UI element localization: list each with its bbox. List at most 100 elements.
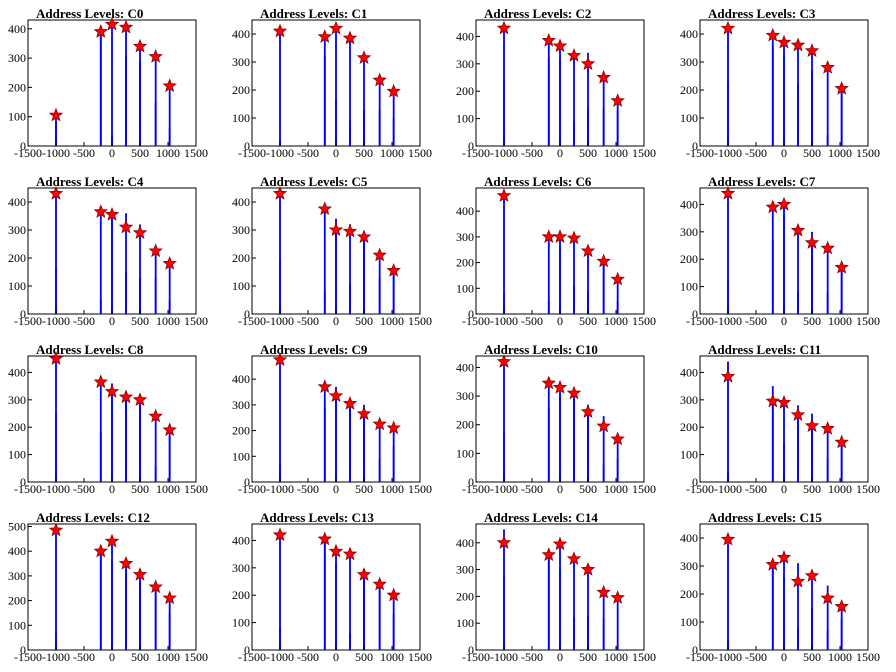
x-tick-label: 500 [355,146,373,160]
x-tick-label: -1000 [714,650,742,664]
y-tick-label: 100 [456,112,474,126]
bar-12 [616,278,619,314]
bar-7 [349,633,351,650]
chart-panel-1: Address Levels: C1 0 100 200 300 400 -1500 -100… [232,6,432,160]
star-marker-1 [317,29,333,43]
star-marker-2 [328,543,344,558]
bar-1 [503,433,505,482]
y-tick-label: 400 [456,204,474,218]
x-tick-label: 0 [781,314,787,328]
star-marker-0 [272,352,288,367]
bar-13 [392,614,395,650]
bar-9 [139,580,141,650]
y-tick-label: 400 [232,533,250,547]
x-tick-label: 0 [109,482,115,496]
y-tick-label: 100 [680,615,698,629]
star-marker-1 [765,27,781,42]
x-tick-label: 1500 [408,650,432,664]
bar-11 [826,457,829,482]
star-marker-1 [93,543,109,558]
x-tick-label: -1500 [686,650,714,664]
star-marker-3 [118,19,134,34]
star-marker-1 [541,547,557,561]
bar-0 [503,195,505,314]
bar-13 [168,435,171,482]
y-tick-label: 0 [20,307,26,321]
star-marker-6 [386,83,401,98]
star-marker-0 [48,185,64,200]
bar-13 [168,300,171,314]
bar-7 [797,84,799,146]
chart-title: Address Levels: C2 [484,6,591,21]
x-tick-label: -1500 [686,314,714,328]
bar-2 [99,377,102,482]
y-tick-label: 200 [8,80,26,94]
star-marker-3 [118,389,134,404]
bar-3 [547,407,550,482]
star-marker-2 [552,229,568,244]
y-tick-label: 300 [8,393,26,407]
bar-5 [783,56,785,146]
y-tick-label: 200 [8,251,26,265]
bar-0 [727,361,729,482]
y-tick-label: 100 [232,449,250,463]
x-tick-label: 1000 [828,482,852,496]
bar-5 [335,562,337,650]
y-tick-label: 300 [8,223,26,237]
bar-9 [363,109,365,146]
star-marker-4 [804,418,820,433]
bar-7 [797,292,799,314]
bar-3 [99,432,102,482]
y-tick-label: 400 [8,544,26,558]
bar-6 [125,213,127,314]
x-tick-label: 1000 [380,482,404,496]
bar-13 [168,612,171,650]
y-tick-label: 300 [680,393,698,407]
bar-5 [783,215,785,314]
bar-9 [139,402,141,482]
x-tick-label: -1000 [714,314,742,328]
y-tick-label: 300 [232,398,250,412]
x-tick-label: -1500 [462,146,490,160]
y-tick-label: 0 [468,307,474,321]
x-tick-label: -500 [745,650,767,664]
bar-7 [125,399,127,482]
y-tick-label: 300 [232,561,250,575]
x-tick-label: 1500 [408,146,432,160]
x-tick-label: 500 [579,146,597,160]
x-tick-label: 500 [579,314,597,328]
x-tick-label: 0 [557,314,563,328]
star-marker-4 [356,567,372,581]
bar-8 [587,249,589,314]
chart-title: Address Levels: C15 [708,510,822,525]
y-tick-label: 100 [8,618,26,632]
star-marker-5 [148,579,163,594]
star-marker-1 [93,204,109,218]
x-tick-label: -500 [73,314,95,328]
y-tick-label: 400 [8,195,26,209]
star-marker-5 [148,408,163,423]
x-tick-label: 1000 [604,650,628,664]
bar-6 [573,55,575,146]
y-tick-label: 300 [232,223,250,237]
bar-13 [616,301,619,314]
chart-panel-15: Address Levels: C15 0 100 200 300 400 -1500 -10… [680,510,880,664]
bar-3 [547,301,550,314]
x-tick-label: 1500 [632,650,656,664]
star-marker-3 [118,219,134,234]
y-tick-label: 100 [680,448,698,462]
chart-title: Address Levels: C7 [708,174,816,189]
x-tick-label: 1000 [604,314,628,328]
star-marker-1 [93,24,109,38]
chart-title: Address Levels: C13 [260,510,374,525]
y-tick-label: 0 [692,307,698,321]
bar-11 [826,134,829,146]
star-marker-2 [552,536,568,551]
x-tick-label: 500 [803,650,821,664]
star-marker-5 [372,247,387,262]
y-tick-label: 200 [456,84,474,98]
bar-3 [99,553,102,650]
y-tick-label: 200 [232,251,250,265]
chart-title: Address Levels: C14 [484,510,598,525]
